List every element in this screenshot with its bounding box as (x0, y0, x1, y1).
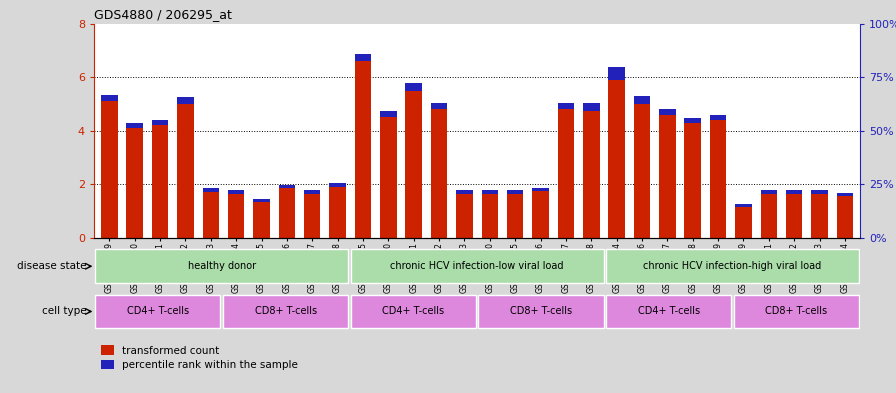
Bar (350, 250, 604, 283)
Bar (380, 111, 397, 117)
Bar (478, 295, 604, 328)
Bar (380, 117, 397, 238)
Bar (202, 192, 219, 238)
Bar (685, 118, 701, 123)
Text: GDS4880 / 206295_at: GDS4880 / 206295_at (94, 8, 232, 21)
Text: CD4+ T-cells: CD4+ T-cells (638, 307, 700, 316)
Bar (228, 194, 245, 238)
Bar (557, 109, 574, 238)
Bar (95, 295, 220, 328)
Bar (254, 199, 270, 202)
Text: CD4+ T-cells: CD4+ T-cells (127, 307, 189, 316)
Text: CD8+ T-cells: CD8+ T-cells (254, 307, 316, 316)
Bar (507, 194, 523, 238)
Bar (350, 295, 476, 328)
Bar (304, 190, 321, 194)
Bar (583, 103, 599, 110)
Bar (151, 120, 168, 125)
Bar (786, 190, 803, 194)
Text: chronic HCV infection-high viral load: chronic HCV infection-high viral load (643, 261, 822, 271)
Bar (507, 190, 523, 194)
Bar (177, 97, 194, 104)
Bar (532, 188, 548, 191)
Bar (101, 95, 117, 101)
Bar (736, 204, 752, 207)
Text: disease state: disease state (17, 261, 86, 271)
Text: healthy donor: healthy donor (187, 261, 256, 271)
Bar (659, 109, 676, 115)
Bar (355, 61, 371, 238)
Bar (633, 104, 650, 238)
Bar (583, 110, 599, 238)
Text: CD4+ T-cells: CD4+ T-cells (383, 307, 444, 316)
Legend: transformed count, percentile rank within the sample: transformed count, percentile rank withi… (99, 343, 300, 372)
Bar (355, 53, 371, 61)
Bar (223, 295, 349, 328)
Bar (330, 187, 346, 238)
Bar (279, 185, 295, 188)
Bar (812, 194, 828, 238)
Bar (330, 183, 346, 187)
Bar (761, 194, 777, 238)
Bar (431, 103, 447, 109)
Bar (812, 190, 828, 194)
Bar (608, 67, 625, 80)
Bar (456, 194, 473, 238)
Bar (736, 207, 752, 238)
Bar (254, 202, 270, 238)
Bar (101, 101, 117, 238)
Bar (202, 188, 219, 192)
Text: CD8+ T-cells: CD8+ T-cells (765, 307, 827, 316)
Bar (228, 189, 245, 194)
Bar (786, 194, 803, 238)
Bar (606, 295, 731, 328)
Bar (761, 190, 777, 194)
Text: CD8+ T-cells: CD8+ T-cells (510, 307, 572, 316)
Bar (279, 188, 295, 238)
Bar (481, 190, 498, 194)
Bar (734, 295, 859, 328)
Bar (837, 193, 853, 196)
Bar (608, 80, 625, 238)
Bar (456, 190, 473, 194)
Bar (557, 103, 574, 109)
Bar (685, 123, 701, 238)
Bar (606, 250, 859, 283)
Bar (837, 196, 853, 238)
Text: cell type: cell type (42, 307, 86, 316)
Bar (126, 128, 142, 238)
Bar (431, 109, 447, 238)
Bar (95, 250, 349, 283)
Bar (710, 115, 727, 120)
Bar (481, 194, 498, 238)
Bar (304, 194, 321, 238)
Bar (406, 83, 422, 90)
Bar (177, 104, 194, 238)
Bar (633, 96, 650, 104)
Bar (406, 90, 422, 238)
Bar (151, 125, 168, 238)
Bar (532, 191, 548, 238)
Bar (126, 123, 142, 128)
Bar (710, 120, 727, 238)
Bar (659, 115, 676, 238)
Text: chronic HCV infection-low viral load: chronic HCV infection-low viral load (391, 261, 564, 271)
